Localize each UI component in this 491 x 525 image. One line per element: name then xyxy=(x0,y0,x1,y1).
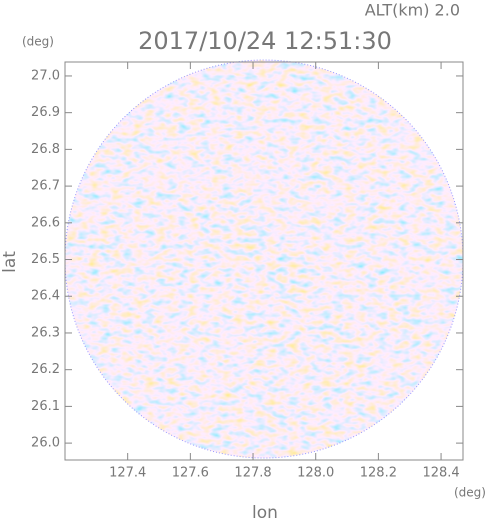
radar-field xyxy=(65,60,463,458)
x-tick-label: 128.4 xyxy=(422,466,459,481)
x-tick-label: 127.8 xyxy=(234,466,271,481)
y-tick-label: 27.0 xyxy=(31,68,60,83)
chart-title: 2017/10/24 12:51:30 xyxy=(138,27,392,55)
y-tick-label: 26.6 xyxy=(31,215,60,230)
y-tick-label: 26.9 xyxy=(31,105,60,120)
y-tick-label: 26.0 xyxy=(31,436,60,451)
y-tick-label: 26.3 xyxy=(31,325,60,340)
plot-frame xyxy=(64,61,464,461)
reflectivity-image xyxy=(65,60,463,458)
y-tick-label: 26.2 xyxy=(31,362,60,377)
x-axis-label: lon xyxy=(252,503,278,521)
y-tick-label: 26.5 xyxy=(31,252,60,267)
x-tick-label: 127.4 xyxy=(109,466,146,481)
x-tick-label: 128.0 xyxy=(297,466,334,481)
y-tick-label: 26.4 xyxy=(31,289,60,304)
x-unit: (deg) xyxy=(454,486,486,500)
x-tick-label: 128.2 xyxy=(360,466,397,481)
x-tick-label: 127.6 xyxy=(172,466,209,481)
y-tick-label: 26.8 xyxy=(31,142,60,157)
y-tick-label: 26.1 xyxy=(31,399,60,414)
y-axis-label: lat xyxy=(0,251,20,273)
y-unit: (deg) xyxy=(22,35,54,49)
y-tick-label: 26.7 xyxy=(31,179,60,194)
subtitle: ALT(km) 2.0 xyxy=(365,1,460,20)
